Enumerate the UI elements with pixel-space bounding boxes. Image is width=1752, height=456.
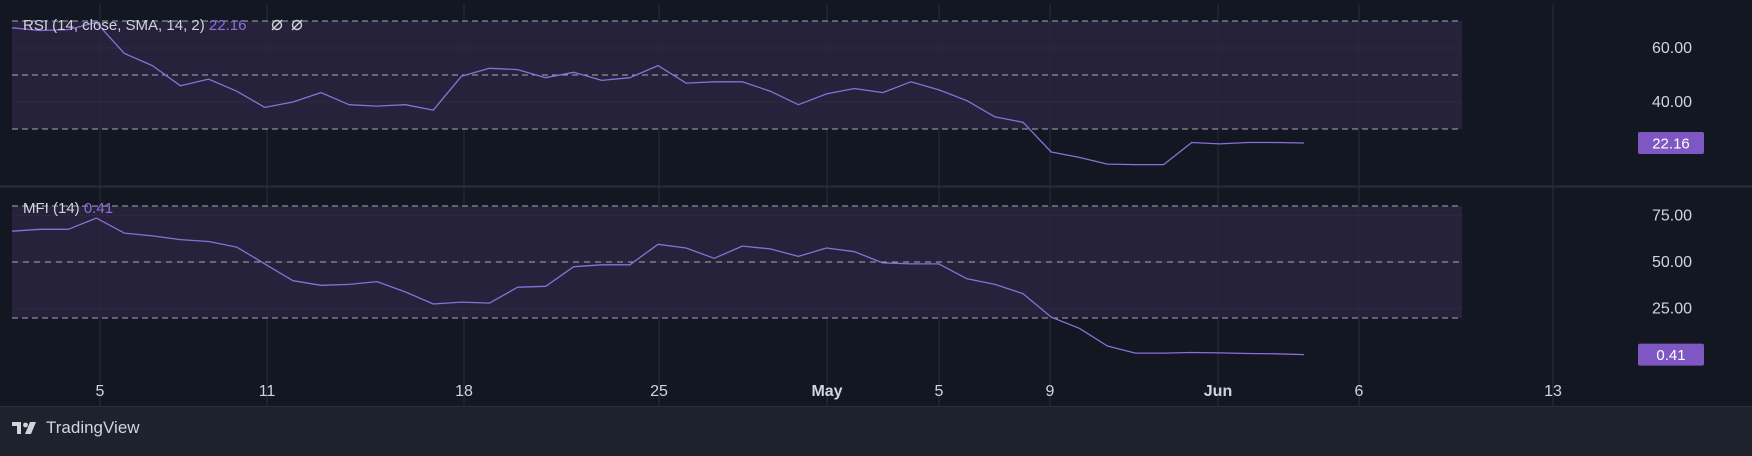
- x-tick-label: Jun: [1204, 383, 1232, 400]
- mfi-legend: MFI (14) 0.41: [23, 200, 113, 217]
- rsi-legend-value: 22.16: [209, 17, 247, 34]
- branding: TradingView: [12, 418, 140, 438]
- tradingview-logo-icon: [12, 422, 36, 434]
- mfi-y-tick-label: 50.00: [1652, 254, 1692, 271]
- mfi-series-line: [11, 217, 1305, 356]
- x-tick-label: 25: [650, 383, 668, 400]
- mfi-last-value-text: 0.41: [1656, 347, 1685, 364]
- hidden-series-icon-ring: [271, 19, 283, 31]
- rsi-y-tick-label: 40.00: [1652, 94, 1692, 111]
- x-tick-label: 18: [455, 383, 473, 400]
- mfi-legend-name[interactable]: MFI (14): [23, 200, 84, 217]
- mfi-y-tick-label: 75.00: [1652, 207, 1692, 224]
- rsi-y-tick-label: 60.00: [1652, 40, 1692, 57]
- rsi-legend: RSI (14, close, SMA, 14, 2) 22.16: [23, 17, 246, 34]
- hidden-series-icon[interactable]: [291, 19, 303, 31]
- hidden-series-icon-slash: [271, 19, 283, 31]
- hidden-series-icon[interactable]: [271, 19, 283, 31]
- brand-name: TradingView: [46, 418, 140, 437]
- rsi-last-value-text: 22.16: [1652, 136, 1690, 153]
- rsi-last-value-badge: [1638, 132, 1704, 155]
- rsi-legend-name[interactable]: RSI (14, close, SMA, 14, 2): [23, 17, 209, 34]
- x-tick-label: 5: [96, 383, 105, 400]
- x-tick-label: 6: [1355, 383, 1364, 400]
- mfi-legend-value: 0.41: [84, 200, 113, 217]
- hidden-series-icon-slash: [291, 19, 303, 31]
- footer-background: [0, 407, 1752, 451]
- x-tick-label: 11: [259, 383, 276, 400]
- mfi-y-tick-label: 25.00: [1652, 301, 1692, 318]
- x-tick-label: 9: [1046, 383, 1055, 400]
- x-tick-label: 5: [935, 383, 944, 400]
- x-tick-label: 13: [1544, 383, 1562, 400]
- mfi-last-value-badge: [1638, 343, 1704, 366]
- hidden-series-icon-ring: [291, 19, 303, 31]
- x-tick-label: May: [811, 383, 842, 400]
- rsi-series-line: [11, 21, 1305, 166]
